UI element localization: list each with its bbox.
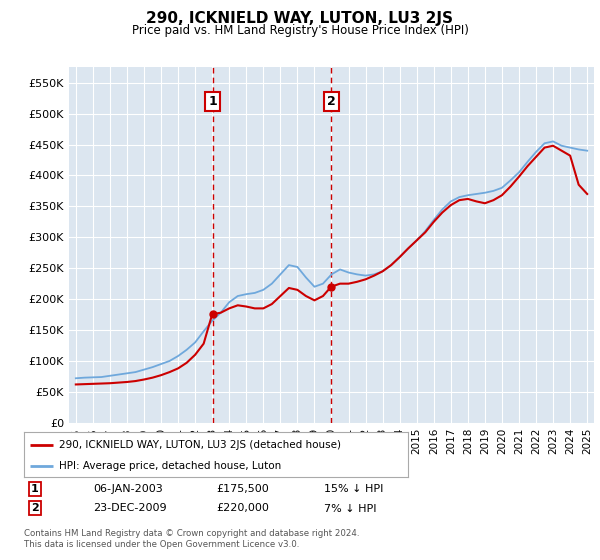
Text: £220,000: £220,000 xyxy=(216,503,269,514)
Text: 290, ICKNIELD WAY, LUTON, LU3 2JS (detached house): 290, ICKNIELD WAY, LUTON, LU3 2JS (detac… xyxy=(59,440,341,450)
Text: Contains HM Land Registry data © Crown copyright and database right 2024.
This d: Contains HM Land Registry data © Crown c… xyxy=(24,529,359,549)
Text: 06-JAN-2003: 06-JAN-2003 xyxy=(93,484,163,494)
Text: 15% ↓ HPI: 15% ↓ HPI xyxy=(324,484,383,494)
Text: 23-DEC-2009: 23-DEC-2009 xyxy=(93,503,167,514)
Text: HPI: Average price, detached house, Luton: HPI: Average price, detached house, Luto… xyxy=(59,461,281,471)
Text: 2: 2 xyxy=(327,95,335,108)
Text: £175,500: £175,500 xyxy=(216,484,269,494)
Text: 2: 2 xyxy=(31,503,38,514)
Text: 1: 1 xyxy=(31,484,38,494)
Text: 290, ICKNIELD WAY, LUTON, LU3 2JS: 290, ICKNIELD WAY, LUTON, LU3 2JS xyxy=(146,11,454,26)
Text: 7% ↓ HPI: 7% ↓ HPI xyxy=(324,503,377,514)
Text: 1: 1 xyxy=(208,95,217,108)
Text: Price paid vs. HM Land Registry's House Price Index (HPI): Price paid vs. HM Land Registry's House … xyxy=(131,24,469,36)
